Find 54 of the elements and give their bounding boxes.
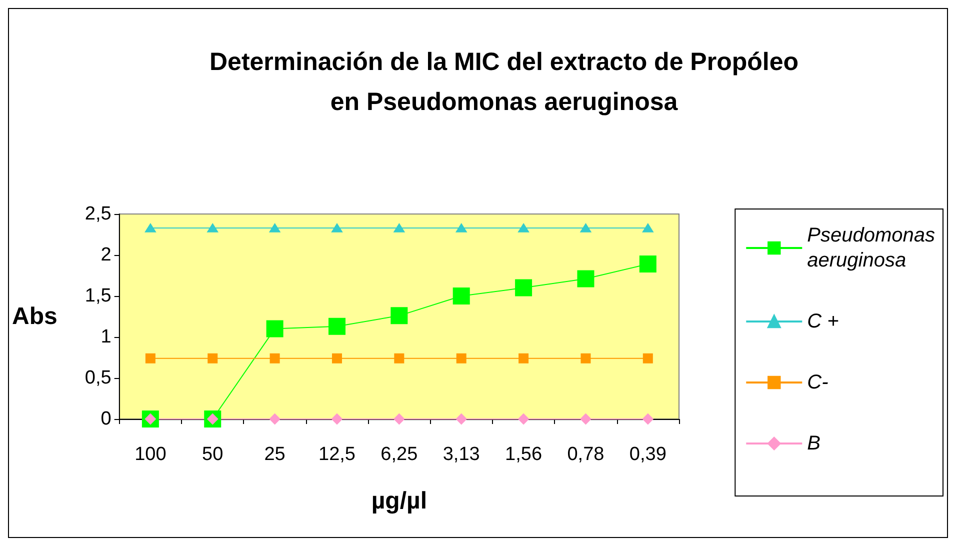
x-tick-label: 0,39 [629,444,666,465]
x-tick-label: 3,13 [442,444,480,465]
y-tick-label: 1,5 [84,286,112,306]
legend-label: C- [807,372,829,394]
point [580,223,592,232]
x-tick-label: 0,78 [567,444,604,465]
point [207,223,218,232]
point [518,414,530,424]
point [518,223,530,232]
point [452,288,470,304]
x-tick-label: 12,5 [318,444,356,465]
y-axis-title: Abs [12,303,58,330]
point [642,353,653,364]
point [331,223,342,232]
y-tick-label: 0,5 [84,368,112,388]
point [456,353,466,364]
y-tick-label: 1 [100,326,112,348]
point [642,414,654,424]
point [642,223,654,232]
y-tick-label: 2 [100,244,112,266]
x-tick-label: 100 [134,444,166,465]
point [390,307,408,324]
point [580,353,591,364]
point [328,318,346,335]
point [515,279,532,296]
x-axis-title: µg/µl [371,488,427,514]
point [270,353,280,364]
point [394,223,405,232]
y-tick-label: 0 [100,408,112,430]
x-tick-label: 50 [202,444,224,465]
point [639,256,656,273]
point [331,414,342,424]
y-tick-label: 2,5 [84,204,112,224]
legend-label: B [807,432,820,454]
x-tick-label: 1,56 [505,444,542,465]
point [145,353,156,364]
point [269,414,280,424]
legend-label: C + [807,310,839,332]
point [332,353,342,364]
legend-label: Pseudomonas aeruginosa [807,224,936,272]
chart-title: Determinación de la MIC del extracto de Propóleo en Pseudomonas aeruginosa [209,48,799,116]
point [394,353,404,364]
point [144,223,156,232]
point [394,414,405,424]
point [456,223,467,232]
point [266,320,284,338]
x-tick-label: 6,25 [380,444,418,465]
point [518,353,529,364]
point [577,270,594,288]
point [580,414,592,424]
point [208,353,218,364]
point [456,414,467,424]
point [269,223,280,232]
x-tick-label: 25 [264,444,286,465]
